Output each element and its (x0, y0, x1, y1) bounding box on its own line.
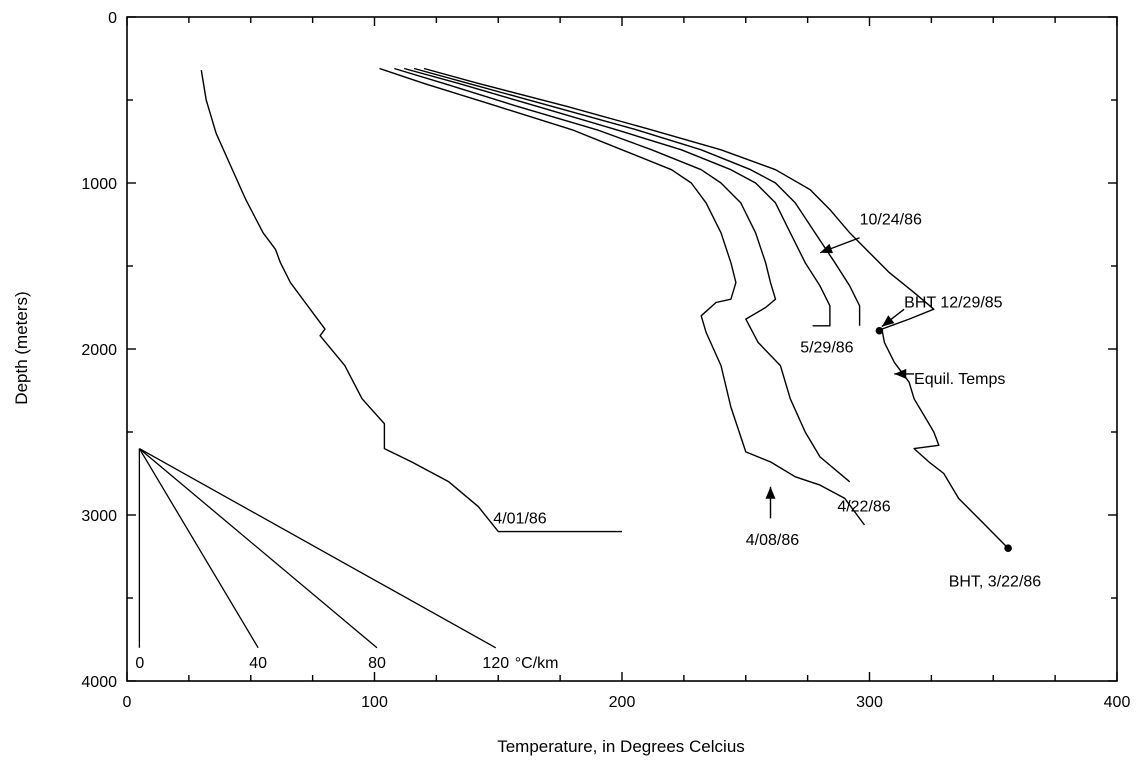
annotations-layer: 4/01/86 10/24/86 BHT 12/29/85 5/29/86 Equil.… (493, 212, 1041, 591)
x-axis: 0 100 200 300 400 (123, 17, 1131, 711)
annotation-arrowhead (820, 243, 833, 254)
y-tick-label: 2000 (81, 342, 117, 359)
gradient-unit-label: °C/km (515, 655, 559, 672)
annotation-label: Equil. Temps (914, 371, 1005, 388)
bht-point-0 (875, 326, 884, 335)
annotation-label: 4/08/86 (746, 532, 799, 549)
gradient-label: 40 (249, 655, 267, 672)
annotation-label: BHT, 3/22/86 (949, 573, 1042, 590)
gradient-label: 80 (368, 655, 386, 672)
annotation-label: 5/29/86 (800, 339, 853, 356)
x-axis-title: Temperature, in Degrees Celcius (497, 737, 745, 756)
annotation-label: BHT 12/29/85 (904, 295, 1003, 312)
annotation-arrowhead (894, 368, 907, 379)
annotation-label: 4/01/86 (493, 510, 546, 527)
y-tick-label: 4000 (81, 674, 117, 691)
gradient-label: 0 (135, 655, 144, 672)
series-layer (200, 67, 1009, 549)
bht-points-layer (875, 326, 1012, 552)
series-line-4 (413, 67, 861, 326)
y-axis: 0 1000 2000 3000 4000 (81, 10, 1117, 691)
gradient-reference-lines: 0 40 80 120 °C/km (135, 448, 559, 672)
x-tick-label: 300 (856, 694, 883, 711)
x-tick-label: 0 (123, 694, 132, 711)
annotation-arrowhead (765, 486, 776, 499)
bht-point-1 (1004, 544, 1012, 552)
y-tick-label: 3000 (81, 508, 117, 525)
series-line-3 (404, 67, 831, 327)
annotation-label: 10/24/86 (860, 212, 922, 229)
y-tick-label: 0 (108, 10, 117, 27)
x-tick-label: 400 (1104, 694, 1131, 711)
annotation-arrowhead (881, 315, 895, 327)
x-tick-label: 200 (609, 694, 636, 711)
series-line-2 (394, 67, 851, 483)
series-line-0 (200, 69, 622, 533)
series-line-1 (379, 67, 866, 526)
x-tick-label: 100 (361, 694, 388, 711)
y-tick-label: 1000 (81, 176, 117, 193)
annotation-label: 4/22/86 (837, 499, 890, 516)
gradient-line-120 (139, 448, 497, 649)
gradient-label: 120 (482, 655, 509, 672)
series-line-5 (423, 67, 1009, 549)
y-axis-title: Depth (meters) (12, 291, 31, 404)
gradient-line-80 (138, 448, 378, 649)
gradient-line-40 (138, 448, 259, 649)
